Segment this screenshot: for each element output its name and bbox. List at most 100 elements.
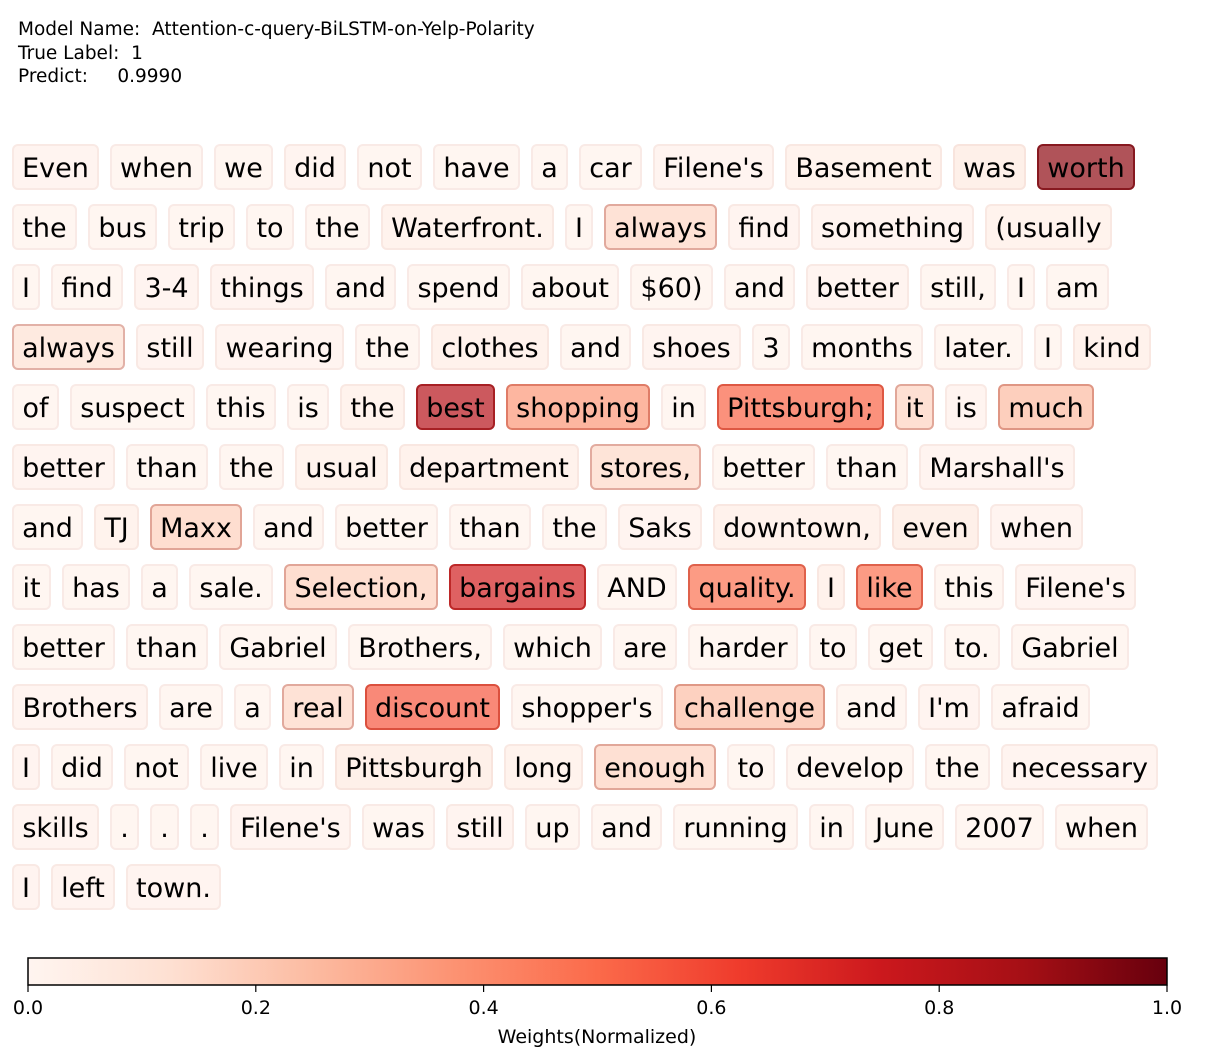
token-6-4: better [335, 504, 438, 550]
token-4-2: this [206, 384, 276, 430]
token-3-8: months [801, 324, 923, 370]
token-3-3: the [355, 324, 420, 370]
token-6-0: and [12, 504, 83, 550]
token-2-7: $60) [630, 264, 713, 310]
token-4-3: is [287, 384, 329, 430]
token-1-5: Waterfront. [381, 204, 554, 250]
token-5-3: usual [295, 444, 388, 490]
token-2-1: find [51, 264, 123, 310]
token-11-4: Filene's [230, 804, 351, 850]
token-6-6: the [542, 504, 607, 550]
token-7-10: this [934, 564, 1004, 610]
token-8-3: Brothers, [348, 624, 492, 670]
token-8-0: better [12, 624, 115, 670]
token-5-2: the [219, 444, 284, 490]
token-6-2: Maxx [150, 504, 242, 550]
token-3-6: shoes [642, 324, 741, 370]
colorbar-tick-label-0: 0.0 [13, 997, 43, 1019]
token-3-1: still [136, 324, 204, 370]
colorbar-tick-label-3: 0.6 [696, 997, 726, 1019]
token-2-9: better [806, 264, 909, 310]
token-2-2: 3-4 [134, 264, 199, 310]
token-6-5: than [449, 504, 531, 550]
token-10-2: not [124, 744, 189, 790]
token-7-6: AND [597, 564, 677, 610]
token-11-5: was [362, 804, 435, 850]
token-0-5: have [433, 144, 520, 190]
token-6-9: even [892, 504, 979, 550]
token-4-5: best [416, 384, 495, 430]
token-9-0: Brothers [12, 684, 148, 730]
token-1-10: (usually [985, 204, 1112, 250]
predict-label: Predict: [18, 66, 88, 87]
token-5-8: Marshall's [919, 444, 1075, 490]
token-11-13: when [1055, 804, 1148, 850]
predict-value: 0.9990 [117, 66, 183, 87]
token-7-1: has [62, 564, 130, 610]
token-11-7: up [525, 804, 580, 850]
token-2-6: about [521, 264, 619, 310]
token-0-1: when [110, 144, 203, 190]
token-4-10: is [945, 384, 987, 430]
token-7-0: it [12, 564, 51, 610]
token-7-4: Selection, [284, 564, 438, 610]
token-9-8: I'm [918, 684, 980, 730]
colorbar-tick-label-5: 1.0 [1152, 997, 1182, 1019]
token-10-3: live [200, 744, 268, 790]
token-3-4: clothes [431, 324, 549, 370]
token-8-2: Gabriel [219, 624, 337, 670]
token-1-3: to [246, 204, 294, 250]
token-7-3: sale. [189, 564, 273, 610]
token-9-5: shopper's [511, 684, 663, 730]
token-8-9: to. [944, 624, 1000, 670]
token-11-10: in [809, 804, 854, 850]
model-name-label: Model Name: [18, 19, 141, 40]
token-5-0: better [12, 444, 115, 490]
token-11-0: skills [12, 804, 99, 850]
token-4-1: suspect [70, 384, 195, 430]
colorbar-ticks: 0.0 0.2 0.4 0.6 0.8 1.0 [13, 985, 1182, 1019]
token-5-7: than [826, 444, 908, 490]
token-9-2: a [234, 684, 271, 730]
attention-token-map: Even when we did not have a car Filene's Basement… [12, 144, 1158, 910]
token-10-7: enough [594, 744, 716, 790]
token-10-8: to [727, 744, 775, 790]
token-9-7: and [836, 684, 907, 730]
token-0-9: Basement [785, 144, 942, 190]
token-3-10: I [1034, 324, 1062, 370]
token-6-10: when [990, 504, 1083, 550]
token-9-1: are [159, 684, 223, 730]
token-0-2: we [214, 144, 273, 190]
predict-row: Predict: 0.9990 [18, 65, 535, 89]
token-6-1: TJ [94, 504, 139, 550]
colorbar-tick-label-1: 0.2 [241, 997, 271, 1019]
token-8-8: get [868, 624, 933, 670]
token-11-12: 2007 [955, 804, 1044, 850]
token-1-8: find [728, 204, 800, 250]
token-7-5: bargains [449, 564, 586, 610]
token-1-9: something [811, 204, 974, 250]
token-10-0: I [12, 744, 40, 790]
token-5-6: better [712, 444, 815, 490]
token-3-5: and [560, 324, 631, 370]
token-5-5: stores, [590, 444, 701, 490]
token-2-11: I [1007, 264, 1035, 310]
token-10-11: necessary [1001, 744, 1158, 790]
token-3-9: later. [934, 324, 1023, 370]
token-9-9: afraid [991, 684, 1090, 730]
colorbar-tick-label-2: 0.4 [468, 997, 498, 1019]
token-9-6: challenge [674, 684, 825, 730]
token-0-3: did [284, 144, 346, 190]
token-8-1: than [126, 624, 208, 670]
token-4-8: Pittsburgh; [717, 384, 884, 430]
token-0-8: Filene's [653, 144, 774, 190]
token-11-1: . [110, 804, 139, 850]
token-2-0: I [12, 264, 40, 310]
token-12-0: I [12, 864, 40, 910]
token-4-7: in [661, 384, 706, 430]
token-10-1: did [51, 744, 113, 790]
token-10-5: Pittsburgh [335, 744, 493, 790]
colorbar-tick-label-4: 0.8 [924, 997, 954, 1019]
token-0-10: was [953, 144, 1026, 190]
token-0-7: car [579, 144, 642, 190]
